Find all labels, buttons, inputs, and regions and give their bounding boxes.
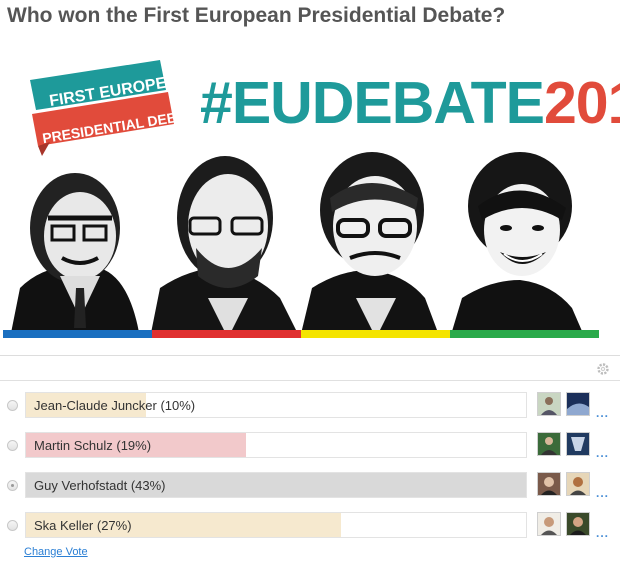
candidate-portraits: [10, 152, 585, 338]
poll-option-keller[interactable]: Ska Keller (27%) ...: [0, 512, 620, 540]
voter-avatar[interactable]: [566, 512, 590, 536]
voter-avatar[interactable]: [566, 392, 590, 416]
portrait-schulz: [150, 156, 300, 338]
gear-icon[interactable]: [596, 362, 610, 376]
radio-button[interactable]: [7, 440, 18, 451]
avatar-icon: [567, 513, 589, 535]
avatar-icon: [538, 393, 560, 415]
portrait-verhofstadt: [300, 152, 440, 338]
avatar-icon: [538, 513, 560, 535]
voter-avatar[interactable]: [537, 512, 561, 536]
avatar-icon: [567, 393, 589, 415]
poll-option-juncker[interactable]: Jean-Claude Juncker (10%) ...: [0, 392, 620, 420]
voter-avatar[interactable]: [537, 472, 561, 496]
result-bar-fill: [26, 393, 146, 417]
stripe-red: [152, 330, 301, 338]
poll-option-schulz[interactable]: Martin Schulz (19%) ...: [0, 432, 620, 460]
voter-avatar[interactable]: [566, 472, 590, 496]
hashtag-logo: #EUDEBATE2014: [200, 74, 620, 133]
voter-avatar[interactable]: [537, 432, 561, 456]
option-label: Martin Schulz (19%): [34, 438, 152, 453]
result-bar-fill: [26, 433, 246, 457]
avatar-icon: [538, 433, 560, 455]
result-bar[interactable]: Guy Verhofstadt (43%): [25, 472, 527, 498]
change-vote-link[interactable]: Change Vote: [24, 546, 88, 558]
avatar-icon: [567, 473, 589, 495]
poll-title: Who won the First European Presidential …: [7, 4, 506, 27]
flag-color-stripe: [3, 330, 599, 338]
result-bar-fill: [26, 473, 526, 497]
stripe-yellow: [301, 330, 450, 338]
option-label: Jean-Claude Juncker (10%): [34, 398, 196, 413]
result-bar-fill: [26, 513, 341, 537]
result-bar[interactable]: Ska Keller (27%): [25, 512, 527, 538]
option-label: Ska Keller (27%): [34, 518, 132, 533]
avatar-icon: [567, 433, 589, 455]
voter-avatar[interactable]: [537, 392, 561, 416]
more-voters-link[interactable]: ...: [596, 486, 610, 500]
voter-avatar[interactable]: [566, 432, 590, 456]
portrait-keller: [450, 152, 585, 338]
more-voters-link[interactable]: ...: [596, 526, 610, 540]
radio-button-selected[interactable]: [7, 480, 18, 491]
more-voters-link[interactable]: ...: [596, 446, 610, 460]
stripe-blue: [3, 330, 152, 338]
poll-divider: [0, 380, 620, 381]
portrait-juncker: [10, 173, 140, 338]
debate-banner-image: FIRST EUROPEAN PRESIDENTIAL DEBATE #EUDE…: [0, 38, 620, 354]
option-label: Guy Verhofstadt (43%): [34, 478, 166, 493]
more-voters-link[interactable]: ...: [596, 406, 610, 420]
hashtag-part2: 2014: [543, 70, 620, 136]
radio-button[interactable]: [7, 520, 18, 531]
poll-option-verhofstadt[interactable]: Guy Verhofstadt (43%) ...: [0, 472, 620, 500]
banner-divider: [0, 355, 620, 356]
hashtag-part1: #EUDEBATE: [200, 70, 545, 136]
debate-badge-logo: FIRST EUROPEAN PRESIDENTIAL DEBATE: [30, 60, 180, 156]
radio-button[interactable]: [7, 400, 18, 411]
result-bar[interactable]: Martin Schulz (19%): [25, 432, 527, 458]
stripe-green: [450, 330, 599, 338]
result-bar[interactable]: Jean-Claude Juncker (10%): [25, 392, 527, 418]
avatar-icon: [538, 473, 560, 495]
